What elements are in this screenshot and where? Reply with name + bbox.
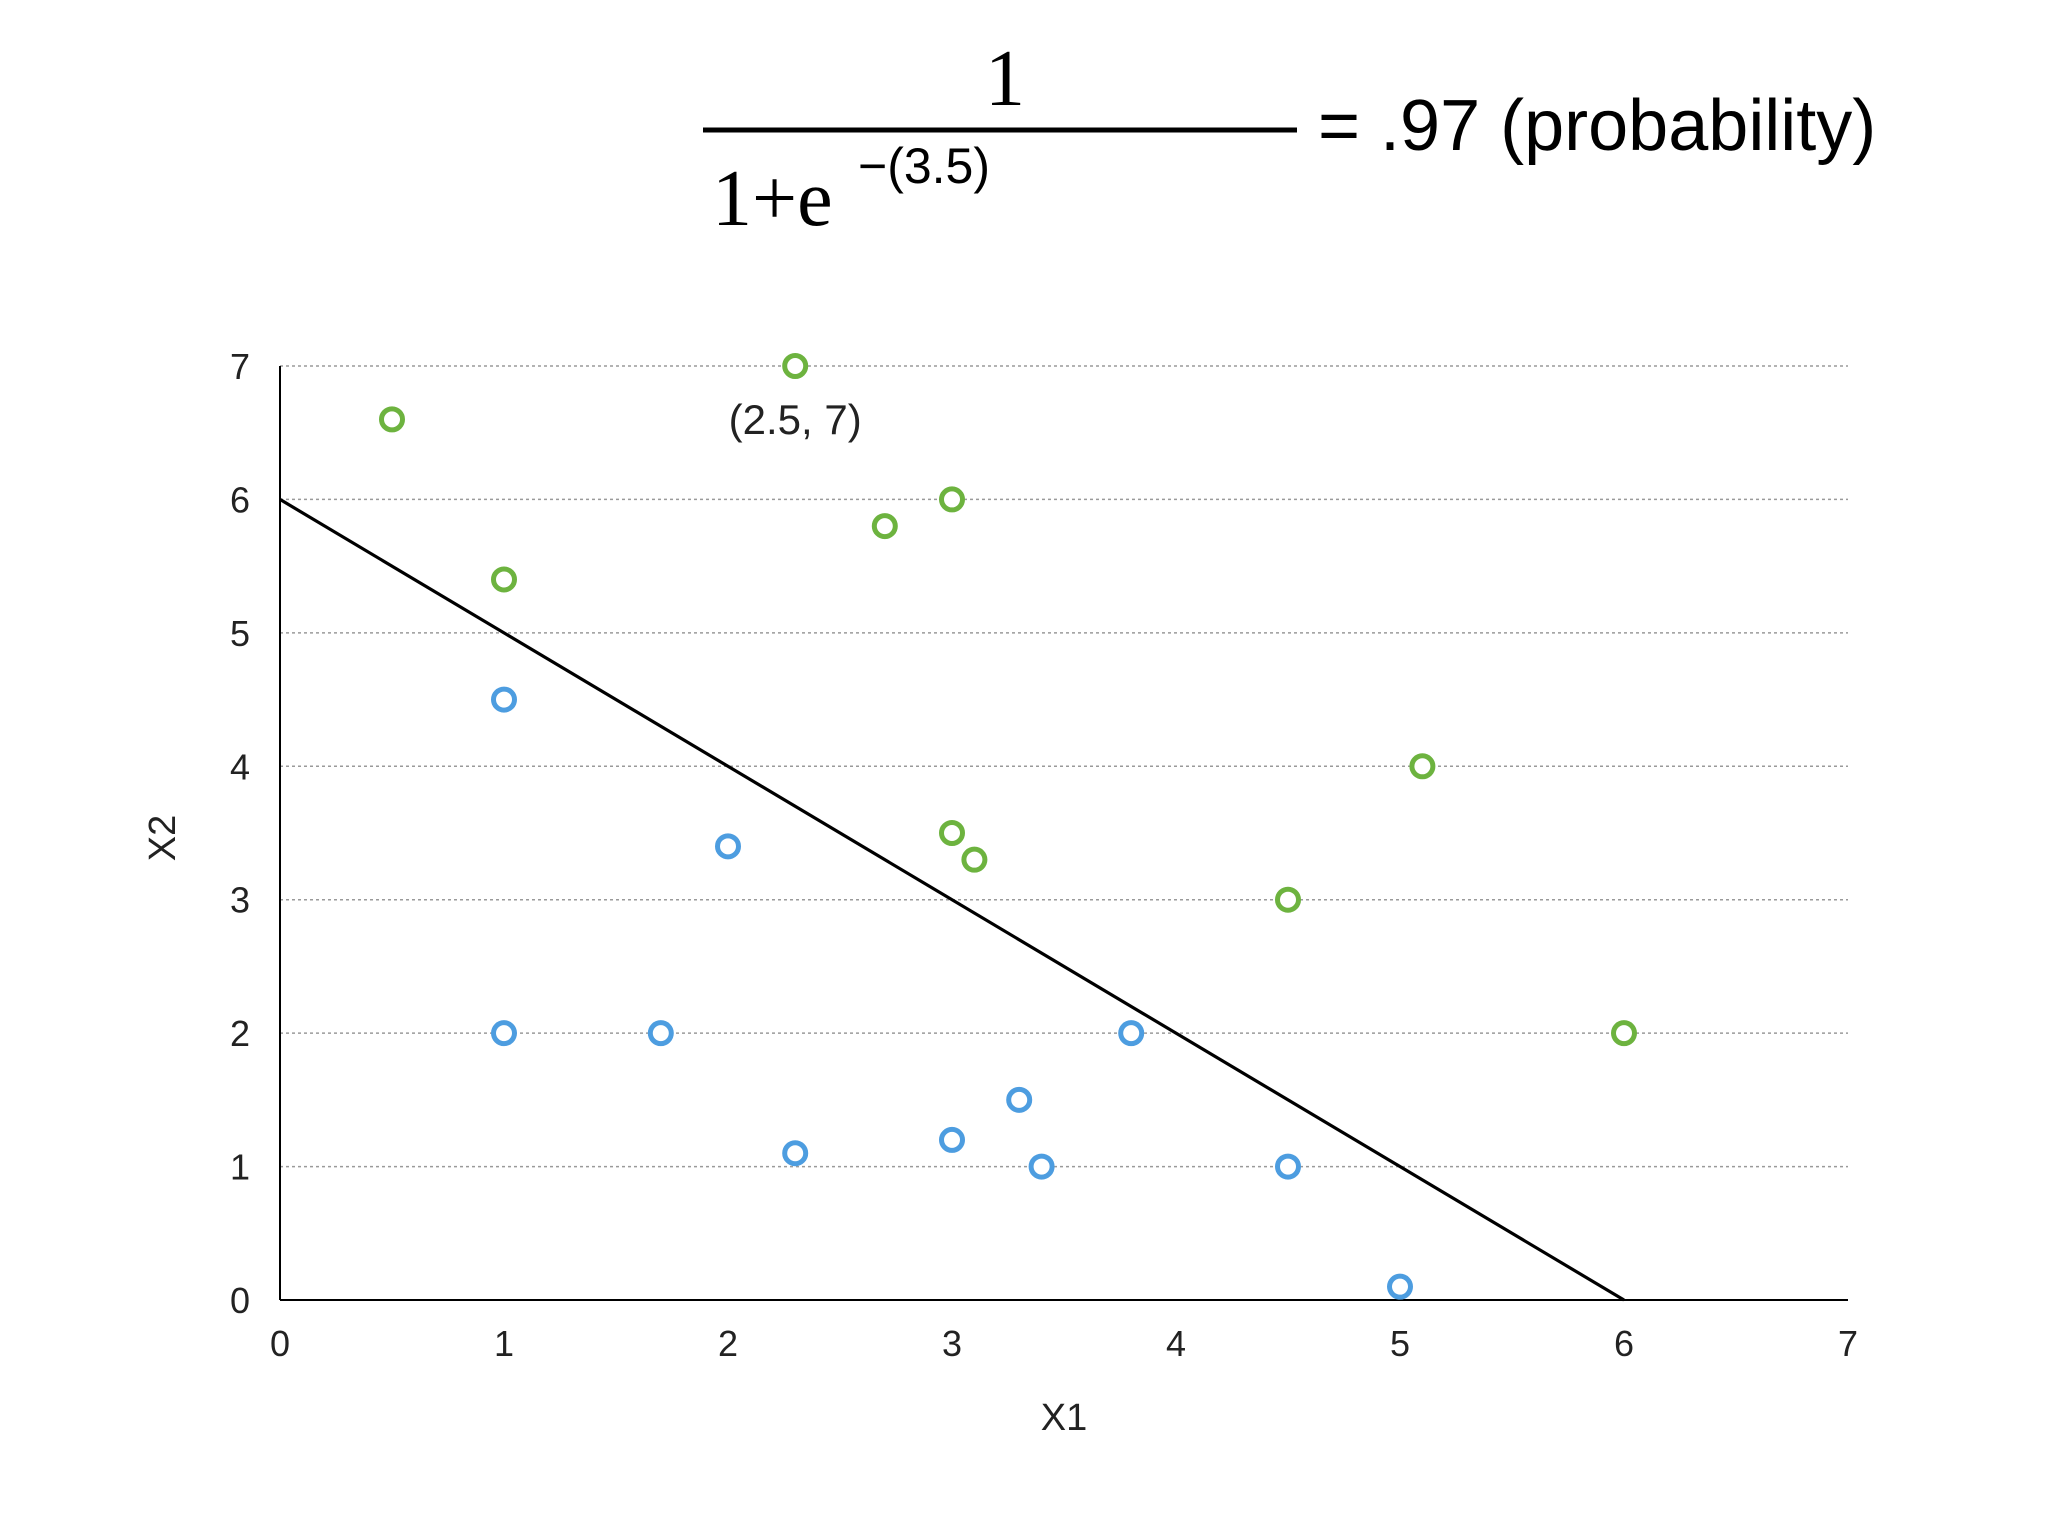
blue-data-point [1006, 1086, 1033, 1113]
blue-data-point [715, 833, 741, 860]
green-data-point [491, 566, 517, 593]
data-points [379, 353, 1637, 1300]
y-tick-label: 0 [230, 1280, 250, 1321]
green-data-point [1611, 1020, 1637, 1047]
decision-boundary-line [279, 498, 1625, 1302]
y-tick-label: 6 [230, 479, 250, 520]
y-tick-label: 2 [230, 1013, 250, 1054]
green-data-point [379, 406, 405, 433]
y-tick-label: 1 [230, 1147, 250, 1188]
green-data-point [1409, 753, 1436, 780]
tick-labels: 0 1 2 3 4 5 6 7 0 1 2 3 4 5 6 7 [230, 346, 1858, 1364]
green-data-point [939, 820, 965, 846]
blue-data-point [939, 1126, 965, 1153]
green-data-point [1275, 886, 1301, 913]
grid-lines [280, 365, 1848, 1168]
y-tick-label: 7 [230, 346, 250, 387]
x-tick-label: 4 [1166, 1323, 1186, 1364]
point-annotation: (2.5, 7) [729, 396, 862, 443]
blue-data-point [647, 1020, 674, 1047]
formula-numerator: 1 [985, 35, 1025, 123]
green-data-point [782, 353, 809, 379]
blue-data-point [782, 1140, 809, 1167]
y-tick-label: 3 [230, 880, 250, 921]
y-axis-label: X2 [142, 815, 184, 861]
x-tick-label: 1 [494, 1323, 514, 1364]
scatter-chart: 0 1 2 3 4 5 6 7 0 1 2 3 4 5 6 7 (2.5, 7) X1 X2 [142, 346, 1858, 1439]
x-tick-label: 6 [1614, 1323, 1634, 1364]
x-axis-label: X1 [1041, 1397, 1087, 1439]
green-data-point [939, 486, 965, 513]
y-tick-label: 5 [230, 613, 250, 654]
x-tick-label: 5 [1390, 1323, 1410, 1364]
formula-denominator: 1+e [712, 155, 833, 243]
blue-data-point [1028, 1153, 1055, 1180]
logistic-formula: 1 1+e −(3.5) = .97 (probability) [703, 35, 1876, 243]
blue-data-point [1387, 1273, 1413, 1300]
formula-result: = .97 (probability) [1318, 86, 1876, 166]
blue-data-point [1118, 1020, 1145, 1047]
y-tick-label: 4 [230, 746, 250, 787]
x-tick-label: 3 [942, 1323, 962, 1364]
axes [279, 366, 1848, 1301]
blue-data-point [491, 686, 517, 713]
green-data-point [961, 846, 988, 873]
blue-data-point [491, 1020, 517, 1047]
green-data-point [871, 513, 898, 540]
blue-data-point [1275, 1153, 1301, 1180]
x-tick-label: 0 [270, 1323, 290, 1364]
formula-exponent: −(3.5) [858, 138, 990, 194]
x-tick-label: 2 [718, 1323, 738, 1364]
x-tick-label: 7 [1838, 1323, 1858, 1364]
decision-boundary [279, 498, 1625, 1302]
annotations: (2.5, 7) [729, 396, 862, 443]
